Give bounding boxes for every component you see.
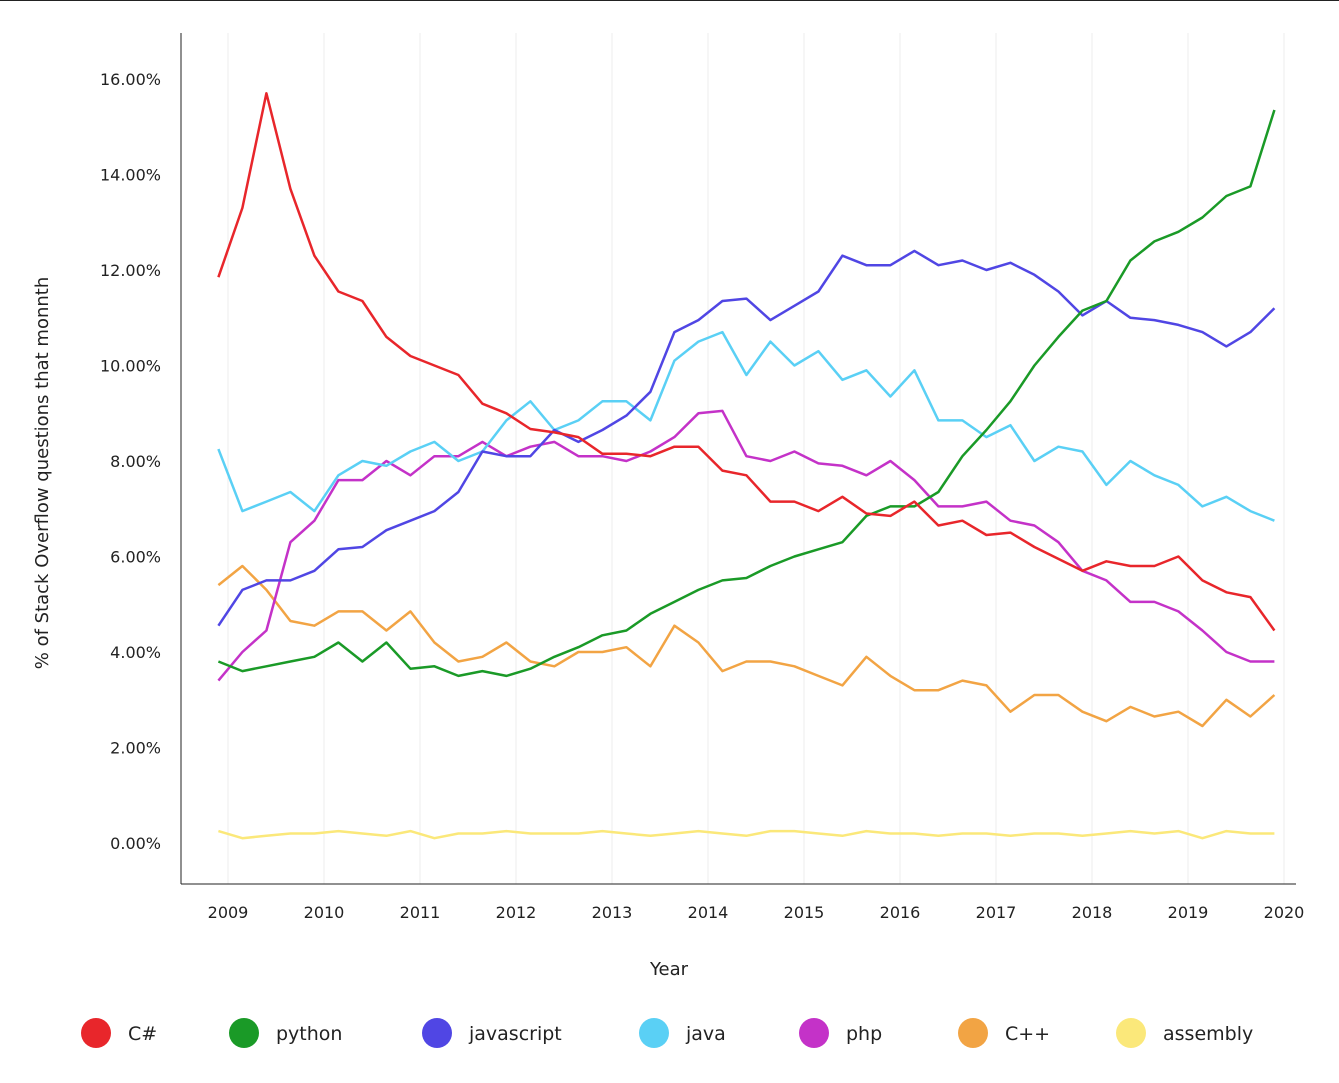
legend-item[interactable]: C++ [958, 1018, 1050, 1048]
legend-label: assembly [1163, 1023, 1253, 1045]
series-line-javascript [217, 249, 1276, 627]
y-tick-label: 14.00% [100, 166, 161, 185]
x-tick-label: 2019 [1168, 903, 1209, 922]
x-tick-label: 2014 [688, 903, 729, 922]
legend-label: python [276, 1023, 342, 1045]
legend-marker [1116, 1018, 1146, 1048]
legend-item[interactable]: C# [81, 1018, 157, 1048]
series-line-python [217, 109, 1276, 678]
legend-item[interactable]: assembly [1116, 1018, 1253, 1048]
y-tick-labels: 0.00% 2.00% 4.00% 6.00% 8.00% 10.00% 12.00% 14.… [100, 70, 161, 853]
x-tick-labels: 2009 2010 2011 2012 2013 2014 2015 2016 2017 2018… [208, 903, 1305, 922]
x-tick-label: 2012 [496, 903, 537, 922]
legend-item[interactable]: php [799, 1018, 882, 1048]
y-tick-label: 2.00% [110, 739, 161, 758]
x-tick-label: 2015 [784, 903, 825, 922]
legend-marker [81, 1018, 111, 1048]
series-lines [217, 92, 1276, 840]
legend-label: C# [128, 1023, 157, 1045]
series-line-cpp [217, 564, 1276, 728]
x-axis-label: Year [649, 959, 689, 980]
series-line-java [217, 330, 1275, 522]
legend-marker [422, 1018, 452, 1048]
y-tick-label: 6.00% [110, 548, 161, 567]
y-tick-label: 4.00% [110, 643, 161, 662]
x-tick-label: 2010 [304, 903, 345, 922]
y-axis-label: % of Stack Overflow questions that monnt… [32, 277, 53, 670]
y-tick-label: 0.00% [110, 834, 161, 853]
y-tick-label: 16.00% [100, 70, 161, 89]
y-tick-label: 12.00% [100, 261, 161, 280]
legend-item[interactable]: python [229, 1018, 342, 1048]
legend-label: C++ [1005, 1023, 1050, 1045]
series-line-csharp [217, 92, 1276, 632]
legend-item[interactable]: java [639, 1018, 726, 1048]
x-tick-label: 2016 [880, 903, 921, 922]
legend-label: javascript [468, 1023, 562, 1045]
legend-marker [639, 1018, 669, 1048]
x-tick-label: 2009 [208, 903, 249, 922]
series-line-php [217, 409, 1275, 682]
x-tick-label: 2011 [400, 903, 441, 922]
y-tick-label: 8.00% [110, 452, 161, 471]
legend-item[interactable]: javascript [422, 1018, 562, 1048]
y-tick-label: 10.00% [100, 357, 161, 376]
legend-marker [229, 1018, 259, 1048]
legend-label: php [846, 1023, 882, 1045]
series-line-assembly [218, 829, 1275, 840]
legend-label: java [685, 1023, 726, 1045]
legend-marker [958, 1018, 988, 1048]
x-tick-label: 2018 [1072, 903, 1113, 922]
x-tick-label: 2020 [1264, 903, 1305, 922]
legend-marker [799, 1018, 829, 1048]
x-tick-label: 2013 [592, 903, 633, 922]
legend: C# python javascript java php C++ assembly [81, 1018, 1253, 1048]
x-tick-label: 2017 [976, 903, 1017, 922]
